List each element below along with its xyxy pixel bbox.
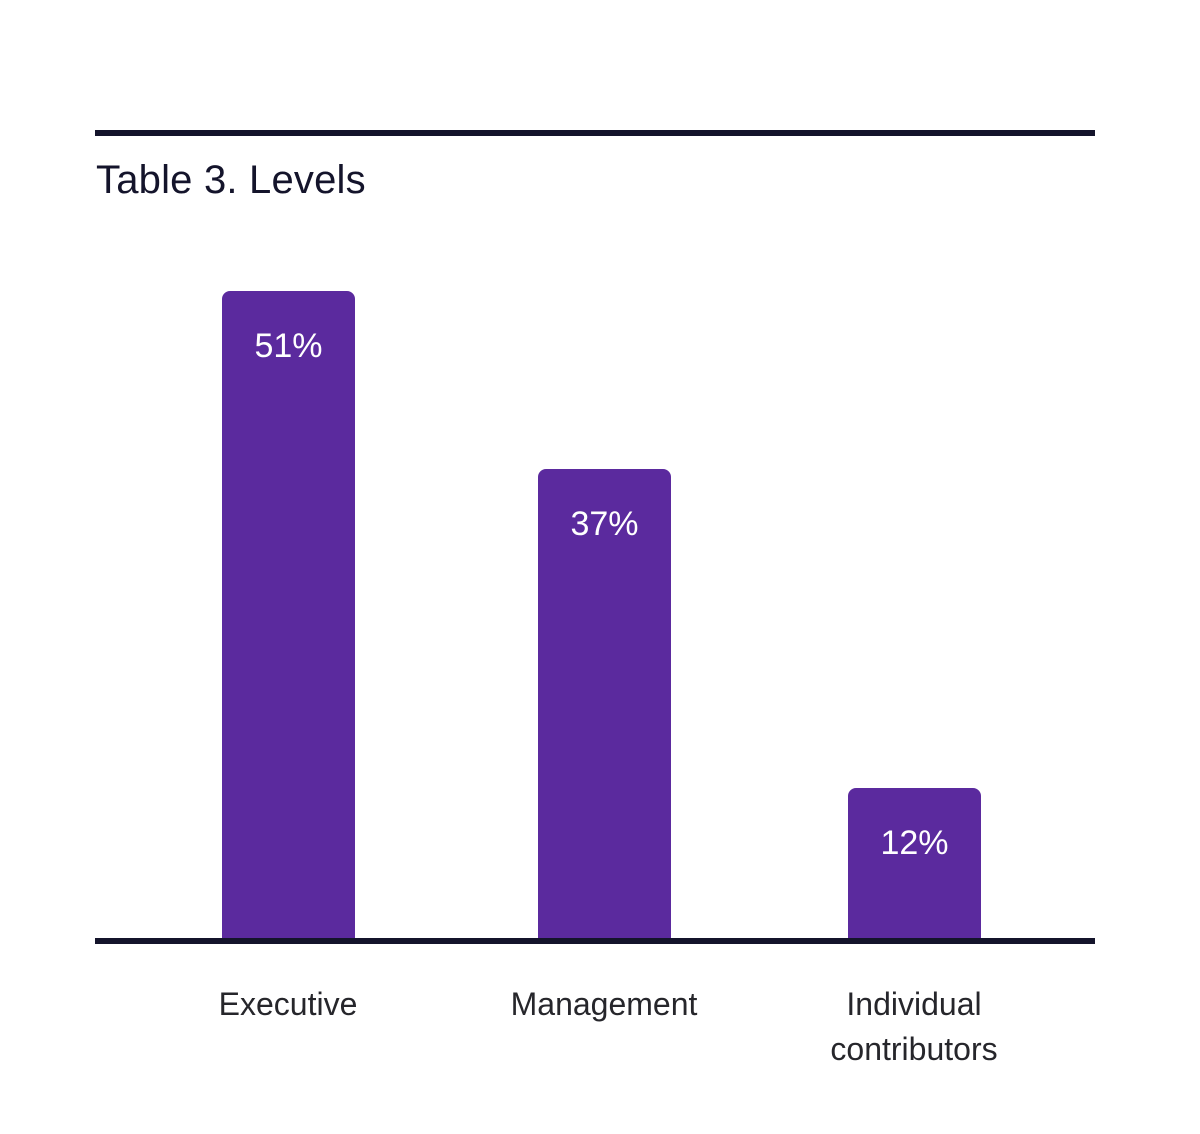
category-label-management: Management — [510, 986, 698, 1022]
bar-group-executive: 51% — [222, 291, 355, 941]
bar-value-label-management: 37% — [570, 505, 639, 543]
bar-management: 37% — [538, 469, 671, 941]
category-label-individual-contributors: Individual contributors — [830, 986, 998, 1068]
top-rule — [95, 130, 1095, 136]
bar-executive: 51% — [222, 291, 355, 941]
bar-group-individual-contributors: 12% — [848, 788, 981, 941]
bar-value-label-individual-contributors: 12% — [880, 824, 949, 862]
bar-individual-contributors: 12% — [848, 788, 981, 941]
chart-title: Table 3. Levels — [96, 158, 366, 202]
category-label-executive: Executive — [218, 986, 358, 1022]
bar-group-management: 37% — [538, 469, 671, 941]
bar-value-label-executive: 51% — [254, 327, 323, 365]
x-axis-line — [95, 938, 1095, 944]
